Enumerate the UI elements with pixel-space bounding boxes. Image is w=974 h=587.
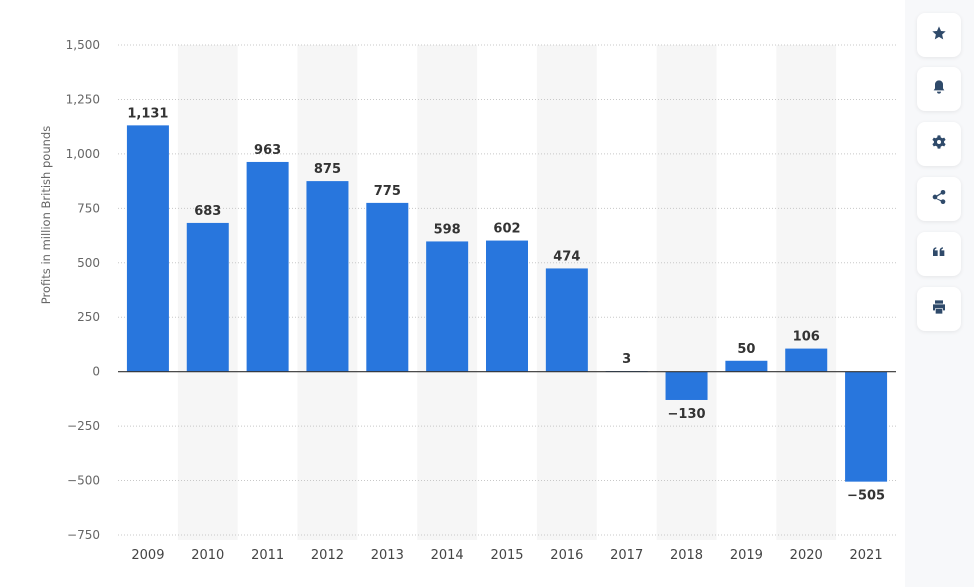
data-label: 963 [254,143,281,158]
x-tick-label: 2020 [790,548,823,563]
data-label: −505 [847,489,885,504]
y-tick-label: 750 [77,201,100,215]
x-tick-label: 2009 [131,548,164,563]
y-tick-label: 500 [77,256,100,270]
bell-icon [931,79,947,99]
x-tick-label: 2014 [431,548,464,563]
data-label: 1,131 [127,106,168,121]
data-label: 602 [493,222,520,237]
star-icon [931,25,947,45]
bar-chart: 1,500 1,250 1,000 750 500 250 0 −250 −500 −750 Pro… [39,38,896,563]
x-tick-label: 2011 [251,548,284,563]
x-tick-label: 2013 [371,548,404,563]
bar [486,240,528,372]
x-tick-label: 2019 [730,548,763,563]
data-label: 106 [793,330,820,345]
quote-icon [931,244,947,264]
bar [845,371,888,482]
data-label: 683 [194,204,221,219]
bar [126,125,169,372]
bar [186,222,229,372]
data-label: 775 [374,184,401,199]
y-tick-label: −500 [67,474,100,488]
bar [665,371,708,400]
data-label: 598 [434,222,461,237]
x-tick-label: 2021 [850,548,883,563]
x-tick-label: 2012 [311,548,344,563]
notification-button[interactable] [917,67,961,111]
y-tick-label: 250 [77,310,100,324]
share-button[interactable] [917,177,961,221]
x-tick-label: 2018 [670,548,703,563]
data-label: 474 [553,249,580,264]
data-label: 875 [314,162,341,177]
data-label: 50 [737,342,755,357]
bar [366,202,409,372]
bar [725,360,768,372]
column-band [656,45,717,540]
y-tick-label: −250 [67,419,100,433]
bar [545,268,588,372]
y-tick-label: 1,500 [66,38,100,52]
x-tick-label: 2010 [191,548,224,563]
cite-button[interactable] [917,232,961,276]
bar [426,241,469,372]
x-tick-label: 2017 [610,548,643,563]
settings-button[interactable] [917,122,961,166]
y-axis-label: Profits in million British pounds [39,126,53,304]
gear-icon [931,134,947,154]
y-tick-label: −750 [67,528,100,542]
print-button[interactable] [917,287,961,331]
favorite-button[interactable] [917,13,961,57]
column-band [776,45,837,540]
y-tick-label: 0 [92,365,100,379]
x-tick-label: 2015 [490,548,523,563]
bar [246,161,289,372]
bar [306,181,349,372]
y-tick-label: 1,250 [66,92,100,106]
y-tick-label: 1,000 [66,147,100,161]
data-label: 3 [622,352,631,367]
share-icon [931,189,947,209]
data-label: −130 [668,407,706,422]
bar [785,348,828,372]
print-icon [931,299,947,319]
x-tick-label: 2016 [550,548,583,563]
